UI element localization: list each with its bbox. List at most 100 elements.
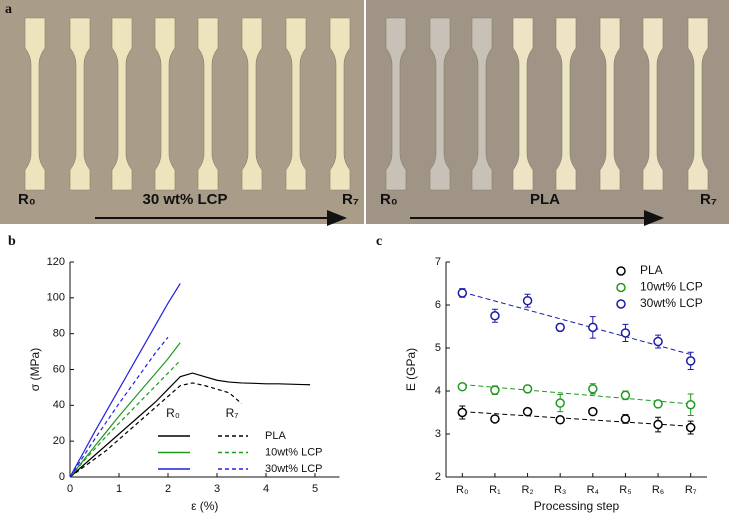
x-tick-label: 4	[263, 483, 269, 495]
point	[620, 328, 631, 338]
point	[457, 288, 468, 298]
point	[588, 406, 598, 417]
x-axis-label: ε (%)	[191, 499, 218, 513]
point	[457, 407, 468, 418]
specimen	[471, 17, 493, 191]
x-tick-label: R₅	[619, 484, 631, 496]
point	[685, 422, 696, 433]
point	[490, 311, 500, 321]
point	[685, 356, 696, 366]
specimen	[154, 17, 176, 191]
photo-label: PLA	[530, 191, 560, 208]
panel-letter: b	[8, 234, 16, 249]
legend-label: 30wt% LCP	[265, 463, 322, 475]
specimen	[642, 17, 664, 191]
legend-label: PLA	[640, 263, 663, 277]
x-tick-label: R₆	[652, 484, 664, 496]
y-tick-label: 3	[435, 428, 441, 440]
trend-line	[462, 411, 691, 427]
y-axis-label: E (GPa)	[404, 348, 418, 391]
x-tick-label: 3	[214, 483, 220, 495]
specimen	[555, 17, 577, 191]
x-tick-label: R₄	[587, 484, 600, 496]
legend-marker	[616, 299, 626, 309]
point	[522, 406, 533, 417]
y-tick-label: 80	[53, 328, 65, 340]
y-tick-label: 5	[435, 342, 441, 354]
point	[620, 390, 631, 401]
photo-label: R₀	[18, 191, 36, 208]
y-tick-label: 6	[435, 299, 441, 311]
point	[653, 399, 663, 409]
point	[457, 381, 468, 392]
specimen	[687, 17, 709, 191]
photo-label: R₇	[342, 191, 359, 208]
curve	[69, 336, 169, 478]
photo-right	[366, 0, 729, 224]
y-axis-label: σ (MPa)	[28, 348, 42, 391]
point	[620, 414, 631, 424]
point	[555, 398, 565, 408]
specimen	[241, 17, 263, 191]
trend-line	[462, 384, 691, 405]
y-tick-label: 2	[435, 471, 441, 483]
curve	[69, 283, 181, 478]
x-tick-label: 0	[67, 483, 73, 495]
x-tick-label: 1	[116, 483, 122, 495]
specimen	[69, 17, 91, 191]
point	[555, 322, 565, 333]
specimen	[285, 17, 307, 191]
specimen	[329, 17, 351, 191]
curve	[69, 382, 242, 478]
x-tick-label: 2	[165, 483, 171, 495]
point	[555, 415, 565, 425]
curve	[69, 342, 181, 478]
specimen	[111, 17, 133, 191]
legend-marker	[616, 266, 626, 276]
y-tick-label: 4	[435, 385, 441, 397]
point	[490, 385, 500, 395]
point	[522, 295, 533, 306]
specimen	[385, 17, 407, 191]
specimen	[24, 17, 46, 191]
point	[653, 336, 663, 347]
y-tick-label: 100	[47, 292, 65, 304]
y-tick-label: 7	[435, 256, 441, 268]
legend-header: R₇	[226, 406, 239, 420]
panel-letter: c	[376, 234, 382, 249]
point	[685, 400, 696, 410]
curve	[69, 360, 181, 478]
curve	[69, 372, 311, 478]
x-tick-label: 5	[312, 483, 318, 495]
specimen	[599, 17, 621, 191]
point	[588, 384, 598, 394]
specimens	[24, 17, 709, 191]
legend-marker	[616, 282, 626, 293]
y-tick-label: 60	[53, 363, 65, 375]
legend-label: 10wt% LCP	[640, 280, 703, 294]
y-tick-label: 40	[53, 399, 65, 411]
x-tick-label: R₇	[685, 484, 697, 496]
photo-label: 30 wt% LCP	[142, 191, 227, 208]
legend-label: 10wt% LCP	[265, 446, 322, 458]
legend-label: PLA	[265, 430, 286, 442]
panel-letter: a	[5, 2, 12, 17]
x-tick-label: R₀	[456, 484, 469, 496]
legend-label: 30wt% LCP	[640, 296, 703, 310]
y-tick-label: 20	[53, 435, 65, 447]
x-tick-label: R₃	[554, 484, 566, 496]
x-tick-label: R₂	[521, 484, 533, 496]
point	[522, 384, 533, 394]
specimen	[512, 17, 534, 191]
y-tick-label: 120	[47, 256, 65, 268]
photo-label: R₀	[380, 191, 398, 208]
x-axis-label: Processing step	[534, 499, 620, 513]
specimen	[197, 17, 219, 191]
legend-header: R₀	[166, 406, 180, 420]
photo-label: R₇	[700, 191, 717, 208]
specimen	[429, 17, 451, 191]
x-tick-label: R₁	[489, 484, 501, 496]
point	[490, 414, 500, 424]
